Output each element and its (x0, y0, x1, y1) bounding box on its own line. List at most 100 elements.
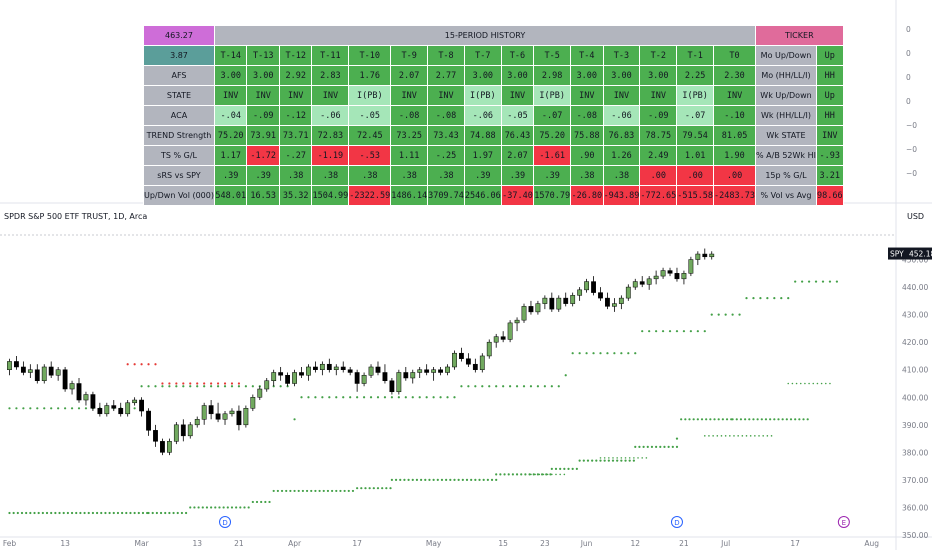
trail-dot-green (77, 407, 81, 410)
baseline-dot (91, 511, 95, 515)
baseline-dot (575, 467, 578, 470)
price-axis: 350.00 360.00 370.00 380.00 390.00 400.00 410.… (888, 247, 932, 540)
trail-dot-green (627, 352, 630, 355)
baseline-dot (83, 511, 86, 515)
baseline-dot (769, 418, 772, 421)
trail-dot-green (592, 352, 595, 355)
baseline-dot (272, 489, 275, 493)
trail-dot-green (773, 297, 776, 300)
baseline-dot (612, 457, 614, 459)
trail-dot-red (237, 382, 241, 385)
baseline-dot (390, 478, 393, 482)
candle-body (319, 363, 325, 370)
baseline-dot (663, 445, 666, 448)
candle-body (660, 270, 666, 277)
history-cell: INV (390, 85, 429, 106)
candle-body (55, 369, 61, 376)
baseline-dot (599, 457, 602, 459)
history-cell: .38 (427, 165, 465, 186)
trail-dot-green (432, 396, 435, 399)
history-cell: -.08 (570, 105, 604, 126)
candle-body (27, 369, 33, 373)
baseline-dot (381, 487, 384, 490)
table-row: TS % G/L 1.17 -1.72 -.27 -1.19 -.53 1.11 -.25 1.… (143, 145, 844, 166)
baseline-dot (632, 459, 635, 462)
baseline-dot (616, 459, 619, 462)
candle-body (236, 410, 242, 426)
trail-dot-green (759, 297, 762, 300)
candle-body (417, 369, 423, 373)
baseline-dot (364, 487, 367, 490)
history-cell: INV (602, 85, 641, 106)
baseline-dot (503, 473, 506, 476)
history-cell: -.09 (639, 105, 678, 126)
baseline-dot (268, 500, 271, 504)
baseline-dot (70, 511, 74, 515)
history-cell: -.25 (427, 145, 465, 166)
baseline-dot (8, 511, 11, 515)
baseline-dot (542, 473, 545, 476)
history-cell: INV (639, 85, 678, 106)
trail-dot-green (835, 280, 838, 283)
y-tick-label: 420.00 (902, 338, 928, 347)
trail-dot-green (335, 396, 338, 399)
trail-dot-red (230, 382, 234, 385)
ticker-value: Up (815, 45, 844, 66)
history-cell: 2.07 (500, 145, 535, 166)
table-row: sRS vs SPY .39.39.38.38.38.38.38.39.39.39… (143, 165, 844, 186)
candle-body (702, 253, 708, 258)
baseline-dot (411, 478, 414, 482)
baseline-dot (688, 418, 691, 421)
history-cell: 2546.06 (463, 185, 502, 206)
history-cell: -26.80 (570, 185, 604, 206)
x-tick-label: 21 (234, 539, 244, 548)
trail-dot-green (230, 385, 234, 388)
baseline-dot (798, 418, 801, 421)
baseline-dot (720, 435, 723, 437)
x-tick-label: Jun (580, 539, 593, 548)
baseline-dot (804, 382, 806, 385)
candle-body (208, 405, 214, 415)
trail-dot-green (154, 385, 157, 388)
baseline-dot (25, 511, 28, 515)
history-cell: 76.83 (602, 125, 641, 146)
candle-body (139, 399, 144, 412)
x-tick-label: 17 (790, 539, 800, 548)
baseline-dot (172, 511, 175, 515)
y-tick-label: 450.00 (902, 256, 928, 265)
candle-body (431, 369, 437, 373)
baseline-dot (752, 418, 755, 421)
baseline-dot (205, 506, 209, 509)
baseline-dot (116, 511, 120, 515)
ticker-value: -.93 (815, 145, 844, 166)
symbol-title: SPDR S&P 500 ETF TRUST, 1D, Arca (4, 212, 148, 221)
trail-dot-green (175, 385, 178, 388)
baseline-dot (247, 506, 250, 509)
baseline-dot (795, 382, 798, 385)
ticker-value: 98.66 (815, 185, 844, 206)
trail-dot-green (237, 385, 241, 388)
candle-body (639, 281, 645, 285)
candle-body (69, 383, 75, 390)
indicator-table: 463.27 15-PERIOD HISTORY TICKER 3.87 T-14 T-1… (143, 25, 844, 206)
y-tick-label: 360.00 (902, 503, 928, 512)
candle-body (62, 369, 68, 390)
history-cell: .39 (463, 165, 502, 186)
history-cell: T-9 (390, 45, 429, 66)
event-marker (837, 516, 850, 528)
candle-body (382, 372, 388, 381)
baseline-dot (737, 435, 739, 437)
history-cell: .39 (500, 165, 535, 186)
history-cell: INV (278, 85, 313, 106)
baseline-dot (684, 418, 687, 421)
baseline-dot (762, 435, 764, 437)
baseline-dot (420, 478, 423, 482)
history-cell: 35.32 (278, 185, 313, 206)
baseline-dot (243, 506, 246, 509)
history-cell: -515.58 (676, 185, 715, 206)
baseline-dot (582, 459, 585, 462)
history-cell: 2.77 (427, 65, 465, 86)
y-tick-label: 440.00 (902, 283, 928, 292)
baseline-dot (725, 418, 729, 421)
